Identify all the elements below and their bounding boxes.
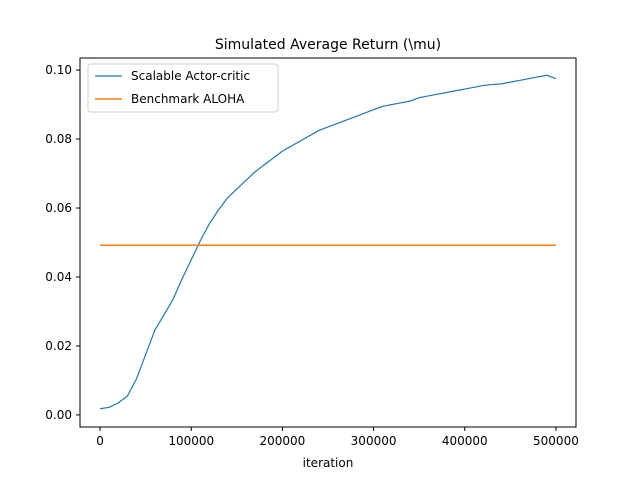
- y-tick-label: 0.02: [45, 339, 72, 353]
- y-axis-ticks: 0.00 0.02 0.04 0.06 0.08 0.10: [45, 63, 80, 422]
- chart-title: Simulated Average Return (\mu): [215, 37, 441, 53]
- legend: Scalable Actor-critic Benchmark ALOHA: [87, 63, 279, 113]
- plot-series: [99, 74, 557, 410]
- x-tick-label: 400000: [442, 434, 488, 448]
- x-tick-label: 200000: [260, 434, 306, 448]
- x-tick-label: 100000: [168, 434, 214, 448]
- x-tick-label: 0: [96, 434, 104, 448]
- legend-label: Scalable Actor-critic: [131, 69, 250, 83]
- series-line-scalable-actor-critic: [99, 74, 557, 410]
- legend-frame: [87, 63, 279, 113]
- plot-area-frame: [79, 57, 577, 428]
- y-tick-label: 0.04: [45, 270, 72, 284]
- y-tick-label: 0.08: [45, 132, 72, 146]
- x-axis-label: iteration: [303, 456, 354, 470]
- x-tick-label: 500000: [533, 434, 579, 448]
- x-axis-ticks: 0 100000 200000 300000 400000 500000: [96, 427, 579, 448]
- legend-label: Benchmark ALOHA: [131, 92, 245, 106]
- y-tick-label: 0.00: [45, 408, 72, 422]
- y-tick-label: 0.06: [45, 201, 72, 215]
- y-tick-label: 0.10: [45, 63, 72, 77]
- x-tick-label: 300000: [351, 434, 397, 448]
